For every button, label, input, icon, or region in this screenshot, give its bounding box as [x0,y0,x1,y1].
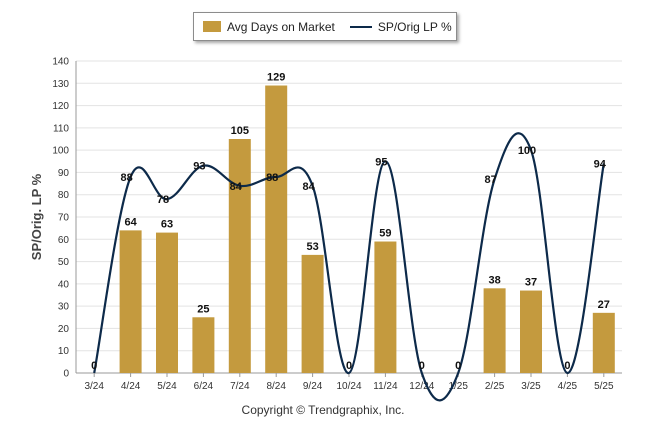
x-tick-label: 8/24 [266,381,286,392]
y-tick-label: 10 [58,346,70,357]
y-tick-label: 70 [58,213,70,224]
bar-data-label: 27 [598,299,610,311]
bar [520,290,542,373]
y-tick-label: 110 [53,123,69,134]
x-tick-label: 10/24 [336,381,361,392]
y-tick-label: 60 [58,235,70,246]
x-tick-label: 3/25 [521,381,541,392]
line-data-label: 78 [157,194,169,206]
bar [156,232,178,373]
bar [374,241,397,373]
y-tick-label: 90 [58,168,70,179]
legend-bar-label: Avg Days on Market [227,19,335,34]
x-tick-label: 1/25 [448,381,468,392]
bar [592,312,615,373]
bar [301,254,324,373]
x-tick-label: 4/24 [121,381,141,392]
legend-line-label: SP/Orig LP % [377,19,452,34]
legend-item-bar: Avg Days on Market [203,20,335,34]
bar-data-label: 0 [346,360,352,372]
series-line [93,132,605,402]
y-tick-label: 130 [52,79,69,90]
x-tick-label: 5/24 [157,381,177,392]
bar-data-label: 37 [525,277,537,289]
y-tick-label: 0 [63,369,69,380]
bar-data-label: 0 [91,360,97,372]
bar [228,139,251,373]
y-tick-label: 80 [58,190,70,201]
bar-data-label: 25 [197,303,209,315]
y-tick-label: 50 [58,257,70,268]
bar-data-label: 64 [124,216,137,228]
x-tick-label: 11/24 [373,381,398,392]
bar-data-label: 0 [455,360,461,372]
legend-item-line: SP/Orig LP % [344,20,452,34]
bar-data-label: 38 [488,274,500,286]
x-tick-label: 3/24 [84,381,104,392]
bar-data-label: 129 [267,72,285,84]
y-axis-label: SP/Orig. LP % [29,173,44,260]
x-tick-label: 2/25 [485,381,505,392]
bar-data-label: 0 [564,360,570,372]
x-tick-label: 6/24 [194,381,214,392]
y-tick-label: 140 [52,57,69,68]
legend-bar-swatch [203,21,221,32]
bar-data-label: 59 [379,228,391,240]
y-tick-label: 100 [52,146,69,157]
bar [192,317,215,373]
line-data-label: 95 [375,156,387,168]
bar-data-label: 63 [161,219,173,231]
bar [119,230,142,373]
copyright-text: Copyright © Trendgraphix, Inc. [241,403,405,417]
line-data-label: 88 [120,172,132,184]
y-tick-label: 20 [58,324,70,335]
bar-data-label: 53 [306,241,318,253]
line-data-label: 100 [518,145,536,157]
x-tick-label: 5/25 [594,381,614,392]
x-tick-label: 7/24 [230,381,250,392]
line-data-label: 84 [302,181,315,193]
line-data-label: 94 [594,159,607,171]
line-data-label: 93 [193,161,205,173]
line-data-label: 84 [230,181,243,193]
x-tick-label: 9/24 [303,381,323,392]
y-tick-label: 30 [58,302,70,313]
legend: Avg Days on Market SP/Orig LP % [193,12,457,41]
bar [265,85,288,373]
bar [483,288,506,373]
bar-data-label: 0 [419,360,425,372]
bar-data-label: 105 [231,125,249,137]
line-data-label: 88 [266,172,278,184]
legend-line-swatch [349,25,372,28]
x-tick-label: 4/25 [558,381,578,392]
y-tick-label: 120 [52,101,69,112]
x-tick-label: 12/24 [409,381,434,392]
y-tick-label: 40 [58,279,70,290]
line-data-label: 87 [484,174,496,186]
